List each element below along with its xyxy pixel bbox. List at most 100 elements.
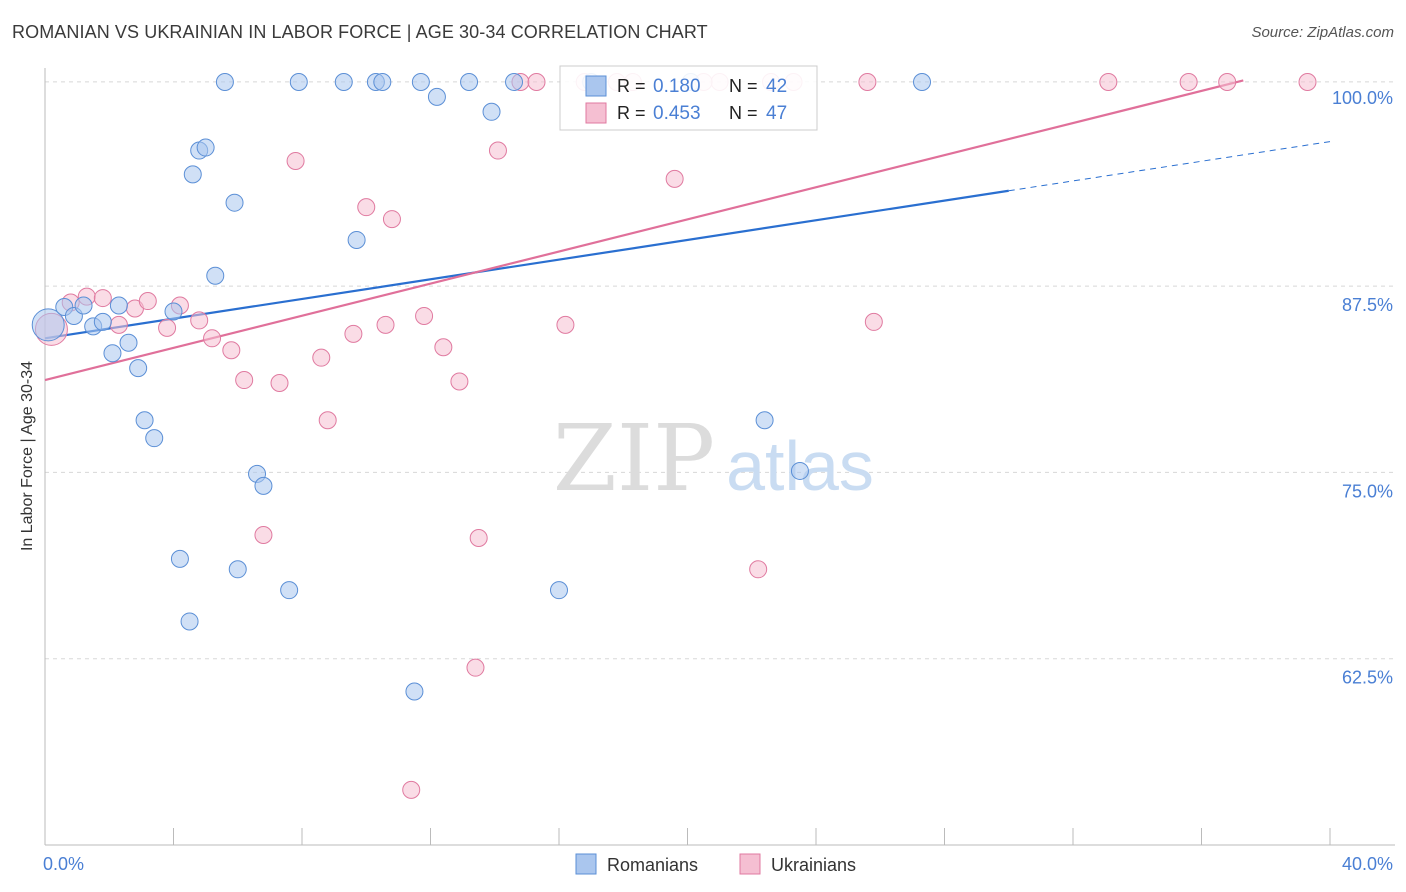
data-point-ukrainians — [434, 338, 453, 357]
legend-r-label: R = — [617, 76, 646, 96]
data-point-ukrainians — [1218, 72, 1237, 91]
x-tick-label: 40.0% — [1342, 854, 1393, 874]
data-point-ukrainians — [254, 526, 273, 545]
trend-line-romanians-extension — [1008, 141, 1331, 192]
data-point-romanians — [206, 266, 225, 285]
data-point-romanians — [228, 560, 247, 579]
legend-box: R = 0.180 N = 42 R = 0.453 N = 47 — [559, 65, 818, 131]
data-point-ukrainians — [488, 141, 507, 160]
data-point-ukrainians — [1298, 72, 1317, 91]
bottom-legend-label-romanians: Romanians — [607, 855, 698, 875]
watermark-zip: ZIP — [553, 405, 715, 512]
y-tick-label: 100.0% — [1332, 88, 1393, 108]
data-point-ukrainians — [138, 292, 157, 311]
tick-labels: 62.5% 75.0% 87.5% 100.0% 0.0% 40.0% — [43, 88, 1393, 874]
data-point-romanians — [482, 102, 501, 121]
data-point-romanians — [460, 72, 479, 91]
data-point-romanians — [215, 72, 234, 91]
data-point-romanians — [119, 333, 138, 352]
data-point-ukrainians — [556, 315, 575, 334]
data-point-romanians — [427, 87, 446, 106]
trend-line-ukrainians — [44, 79, 1244, 382]
data-point-ukrainians — [286, 151, 305, 170]
data-point-ukrainians — [235, 371, 254, 390]
data-point-romanians — [196, 138, 215, 157]
legend-n-value: 47 — [766, 103, 787, 124]
grid-lines — [45, 81, 1395, 660]
data-point-ukrainians — [749, 560, 768, 579]
data-point-ukrainians — [357, 198, 376, 217]
data-point-ukrainians — [344, 324, 363, 343]
data-point-romanians — [347, 230, 366, 249]
data-point-romanians — [109, 296, 128, 315]
data-point-ukrainians — [93, 289, 112, 308]
trend-lines — [44, 79, 1331, 382]
data-point-ukrainians — [864, 312, 883, 331]
data-point-romanians — [145, 429, 164, 448]
legend-swatch-romanians — [585, 75, 607, 97]
bottom-legend: Romanians Ukrainians — [575, 853, 856, 875]
data-point-ukrainians — [469, 529, 488, 548]
bottom-legend-swatch-romanians — [575, 853, 597, 875]
data-point-ukrainians — [318, 411, 337, 430]
data-point-romanians — [755, 411, 774, 430]
data-point-ukrainians — [158, 318, 177, 337]
data-point-ukrainians — [312, 348, 331, 367]
data-point-ukrainians — [109, 315, 128, 334]
data-point-ukrainians — [665, 169, 684, 188]
data-point-romanians — [135, 411, 154, 430]
data-point-ukrainians — [858, 72, 877, 91]
legend-n-value: 42 — [766, 76, 787, 97]
data-point-romanians — [505, 72, 524, 91]
data-point-romanians — [129, 359, 148, 378]
bottom-legend-swatch-ukrainians — [739, 853, 761, 875]
data-point-romanians — [280, 581, 299, 600]
data-point-romanians — [289, 72, 308, 91]
axes — [44, 68, 1395, 846]
source-credit: Source: ZipAtlas.com — [1251, 24, 1394, 41]
data-point-ukrainians — [1179, 72, 1198, 91]
data-point-romanians — [31, 308, 65, 342]
legend-r-label: R = — [617, 103, 646, 123]
bottom-legend-label-ukrainians: Ukrainians — [771, 855, 856, 875]
y-tick-label: 87.5% — [1342, 295, 1393, 315]
data-point-ukrainians — [190, 311, 209, 330]
data-point-romanians — [170, 549, 189, 568]
data-point-romanians — [405, 682, 424, 701]
data-point-romanians — [411, 72, 430, 91]
x-tick-label: 0.0% — [43, 854, 84, 874]
data-point-romanians — [550, 581, 568, 600]
data-point-romanians — [254, 476, 273, 495]
data-point-romanians — [103, 344, 122, 363]
legend-n-label: N = — [729, 76, 758, 96]
data-point-ukrainians — [203, 329, 222, 348]
data-point-romanians — [183, 165, 202, 184]
data-point-romanians — [790, 461, 809, 480]
data-point-romanians — [225, 193, 244, 212]
legend-n-label: N = — [729, 103, 758, 123]
data-point-ukrainians — [527, 72, 546, 91]
data-point-romanians — [373, 72, 392, 91]
data-point-romanians — [334, 72, 353, 91]
data-point-romanians — [93, 312, 112, 331]
data-point-ukrainians — [450, 372, 469, 391]
data-point-ukrainians — [270, 374, 289, 393]
data-point-romanians — [913, 72, 932, 91]
data-point-ukrainians — [1099, 72, 1118, 91]
data-point-ukrainians — [402, 780, 421, 799]
y-tick-label: 62.5% — [1342, 668, 1393, 688]
data-point-ukrainians — [466, 658, 485, 677]
data-point-ukrainians — [222, 341, 241, 360]
trend-line-romanians — [44, 189, 1009, 340]
y-tick-label: 75.0% — [1342, 481, 1393, 501]
chart-title: ROMANIAN VS UKRAINIAN IN LABOR FORCE | A… — [12, 22, 708, 42]
legend-r-value: 0.180 — [653, 76, 701, 97]
watermark: ZIP atlas — [553, 405, 874, 512]
data-point-romanians — [180, 612, 199, 631]
legend-swatch-ukrainians — [585, 102, 607, 124]
data-point-ukrainians — [415, 306, 434, 325]
data-point-ukrainians — [382, 210, 401, 229]
data-point-romanians — [74, 296, 93, 315]
data-point-romanians — [164, 302, 183, 321]
